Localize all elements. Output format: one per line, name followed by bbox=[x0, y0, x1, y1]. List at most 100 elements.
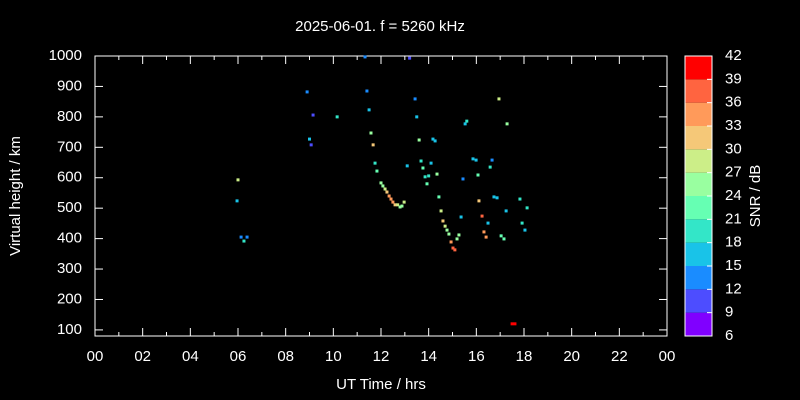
colorbar-tick-label: 24 bbox=[725, 187, 742, 204]
point bbox=[429, 161, 433, 165]
point bbox=[492, 195, 496, 199]
point bbox=[518, 197, 522, 201]
point bbox=[389, 197, 393, 201]
x-tick-label: 18 bbox=[516, 348, 533, 365]
y-tick-label: 100 bbox=[57, 321, 82, 338]
point bbox=[447, 232, 451, 236]
plot-frame bbox=[94, 55, 668, 337]
point bbox=[453, 248, 457, 252]
point bbox=[369, 131, 373, 135]
point bbox=[375, 169, 379, 173]
y-tick-label: 600 bbox=[57, 169, 82, 186]
point bbox=[305, 90, 309, 94]
x-tick-label: 14 bbox=[420, 348, 437, 365]
x-tick-label: 16 bbox=[468, 348, 485, 365]
y-axis-label: Virtual height / km bbox=[7, 136, 24, 256]
point bbox=[497, 97, 501, 101]
colorbar-band bbox=[685, 289, 712, 313]
colorbar-tick-label: 15 bbox=[725, 257, 742, 274]
point bbox=[520, 221, 524, 225]
colorbar-tick-label: 30 bbox=[725, 140, 742, 157]
point bbox=[419, 159, 423, 163]
colorbar-tick-label: 33 bbox=[725, 117, 742, 134]
point bbox=[510, 322, 514, 326]
colorbar-tick-label: 18 bbox=[725, 234, 742, 251]
point bbox=[523, 228, 527, 232]
point bbox=[431, 137, 435, 141]
y-tick-label: 500 bbox=[57, 199, 82, 216]
colorbar-band bbox=[685, 266, 712, 290]
point bbox=[457, 233, 461, 237]
colorbar-tick-label: 42 bbox=[725, 47, 742, 64]
point bbox=[476, 173, 480, 177]
x-tick-label: 06 bbox=[230, 348, 247, 365]
point bbox=[393, 203, 397, 207]
point bbox=[513, 322, 517, 326]
point bbox=[381, 184, 385, 188]
point bbox=[236, 178, 240, 182]
colorbar-tick-label: 6 bbox=[725, 327, 733, 344]
point bbox=[425, 182, 429, 186]
y-tick-label: 1000 bbox=[49, 47, 82, 64]
point bbox=[387, 194, 391, 198]
point bbox=[504, 209, 508, 213]
point bbox=[373, 161, 377, 165]
point bbox=[335, 115, 339, 119]
point bbox=[463, 122, 467, 126]
point bbox=[505, 122, 509, 126]
point bbox=[239, 235, 243, 239]
colorbar-band bbox=[685, 126, 712, 150]
point bbox=[441, 219, 445, 223]
point bbox=[445, 228, 449, 232]
point bbox=[413, 97, 417, 101]
point bbox=[474, 158, 478, 162]
point bbox=[309, 143, 313, 147]
point bbox=[391, 200, 395, 204]
colorbar-band bbox=[685, 79, 712, 103]
y-tick-label: 900 bbox=[57, 77, 82, 94]
point bbox=[245, 235, 249, 239]
point bbox=[242, 239, 246, 243]
point bbox=[495, 196, 499, 200]
point bbox=[449, 240, 453, 244]
point bbox=[402, 200, 406, 204]
colorbar-tick-label: 27 bbox=[725, 164, 742, 181]
point bbox=[461, 177, 465, 181]
colorbar-band bbox=[685, 172, 712, 196]
point bbox=[488, 165, 492, 169]
colorbar-band bbox=[685, 196, 712, 220]
point bbox=[385, 190, 389, 194]
point bbox=[459, 215, 463, 219]
x-tick-label: 20 bbox=[563, 348, 580, 365]
point bbox=[408, 56, 412, 60]
point bbox=[311, 113, 315, 117]
x-tick-label: 08 bbox=[277, 348, 294, 365]
point bbox=[365, 89, 369, 93]
point bbox=[525, 206, 529, 210]
chart-title: 2025-06-01. f = 5260 kHz bbox=[295, 18, 465, 35]
colorbar-tick-label: 12 bbox=[725, 280, 742, 297]
point bbox=[379, 181, 383, 185]
point bbox=[465, 119, 469, 123]
y-tick-label: 800 bbox=[57, 108, 82, 125]
point bbox=[482, 230, 486, 234]
point bbox=[363, 55, 367, 59]
x-tick-label: 04 bbox=[182, 348, 199, 365]
x-tick-label: 22 bbox=[611, 348, 628, 365]
point bbox=[396, 203, 400, 207]
point bbox=[400, 204, 404, 208]
point bbox=[383, 187, 387, 191]
point bbox=[471, 157, 475, 161]
colorbar-tick-label: 21 bbox=[725, 210, 742, 227]
point bbox=[308, 137, 311, 141]
point bbox=[435, 172, 439, 176]
point bbox=[484, 235, 488, 239]
point bbox=[415, 115, 419, 119]
colorbar-tick-label: 39 bbox=[725, 70, 742, 87]
x-axis-label: UT Time / hrs bbox=[336, 376, 426, 393]
point bbox=[367, 108, 371, 112]
point bbox=[423, 175, 427, 179]
point bbox=[371, 143, 375, 147]
point bbox=[235, 199, 239, 203]
